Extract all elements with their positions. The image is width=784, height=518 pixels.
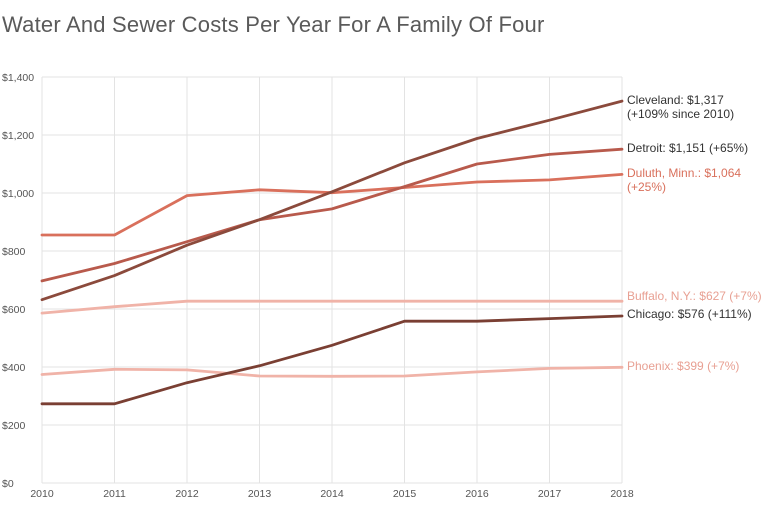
y-tick-label: $200 [2,420,26,432]
series-line-buffalo-n-y [40,299,624,315]
x-tick-label: 2012 [175,488,199,500]
series-label: Detroit: $1,151 (+65%) [627,141,748,155]
series-line-chicago [40,314,624,406]
x-tick-label: 2015 [393,488,417,500]
x-tick-label: 2016 [465,488,489,500]
x-tick-label: 2014 [320,488,344,500]
series-label: Phoenix: $399 (+7%) [627,359,739,373]
y-tick-label: $1,200 [2,130,34,142]
series-label: Cleveland: $1,317 [627,93,724,107]
y-tick-label: $1,400 [2,72,34,84]
x-tick-label: 2017 [538,488,562,500]
series-label: Duluth, Minn.: $1,064 [627,166,741,180]
x-tick-label: 2013 [248,488,272,500]
y-tick-label: $1,000 [2,188,34,200]
series-label: (+25%) [627,180,666,194]
y-tick-label: $600 [2,304,26,316]
x-tick-label: 2011 [103,488,126,500]
y-tick-label: $0 [2,478,14,490]
series-line-cleveland [40,99,624,302]
series-line-phoenix [40,365,624,378]
x-tick-label: 2010 [30,488,54,500]
series-label: Buffalo, N.Y.: $627 (+7%) [627,289,762,303]
chart-title: Water And Sewer Costs Per Year For A Fam… [2,12,545,37]
x-tick-label: 2018 [610,488,634,500]
y-tick-label: $800 [2,246,26,258]
series-line-detroit [40,147,624,283]
series-label: Chicago: $576 (+111%) [627,307,752,321]
series-label: (+109% since 2010) [627,107,734,121]
y-tick-label: $400 [2,362,26,374]
